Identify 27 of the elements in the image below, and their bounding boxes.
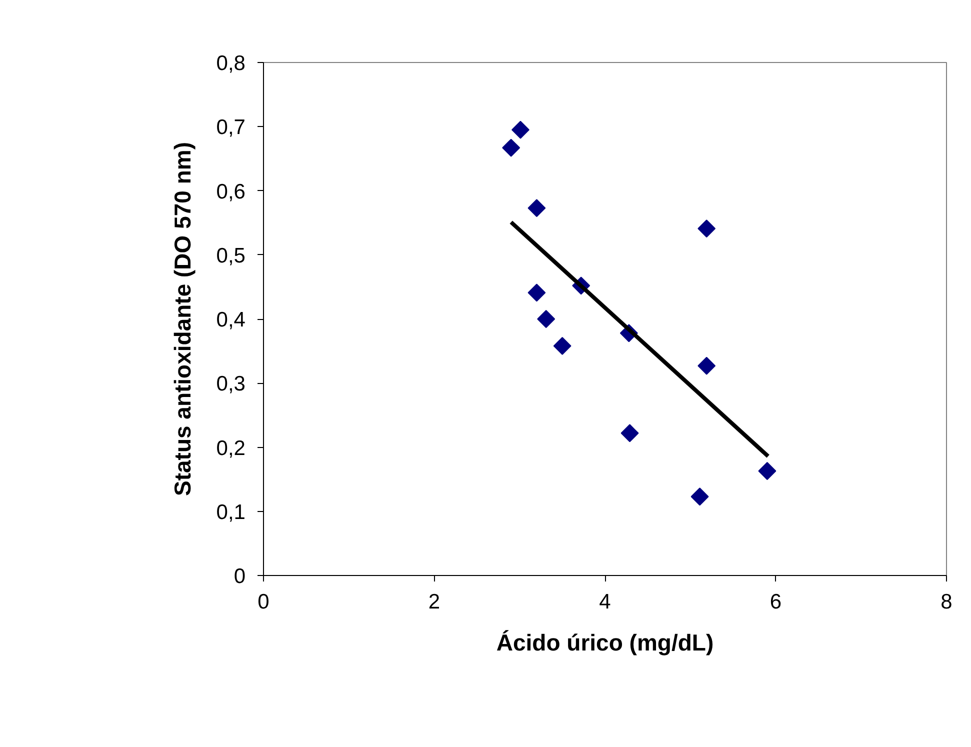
point — [537, 310, 556, 328]
x-axis-title: Ácido úrico (mg/dL) — [496, 630, 714, 656]
y-tick-label: 0,5 — [216, 244, 246, 268]
y-tick-label: 0,4 — [216, 308, 246, 332]
y-tick-label: 0,8 — [216, 52, 246, 75]
point — [698, 356, 716, 375]
y-tick-label: 0,1 — [216, 500, 246, 524]
x-tick-label: 4 — [599, 590, 612, 614]
point — [528, 199, 546, 218]
point — [620, 424, 639, 442]
x-tick-label: 8 — [940, 590, 952, 614]
y-axis-title: Status antioxidante (DO 570 nm) — [169, 142, 196, 496]
y-tick-label: 0,2 — [216, 436, 246, 460]
y-tick-label: 0,6 — [216, 180, 246, 204]
point — [553, 336, 572, 355]
y-tick-label: 0,7 — [216, 116, 246, 140]
x-tick-label: 0 — [258, 590, 270, 614]
x-tick-label: 2 — [428, 590, 440, 614]
point — [511, 120, 530, 139]
point — [698, 220, 716, 238]
point — [690, 488, 709, 506]
point — [528, 284, 546, 302]
point — [502, 138, 520, 157]
y-tick-label: 0,3 — [216, 372, 246, 396]
x-tick-label: 6 — [770, 590, 782, 614]
y-tick-label: 0 — [234, 565, 246, 588]
point — [758, 462, 776, 480]
